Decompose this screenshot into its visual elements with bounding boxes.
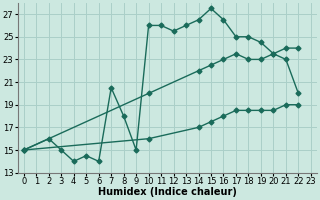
X-axis label: Humidex (Indice chaleur): Humidex (Indice chaleur) — [98, 187, 237, 197]
